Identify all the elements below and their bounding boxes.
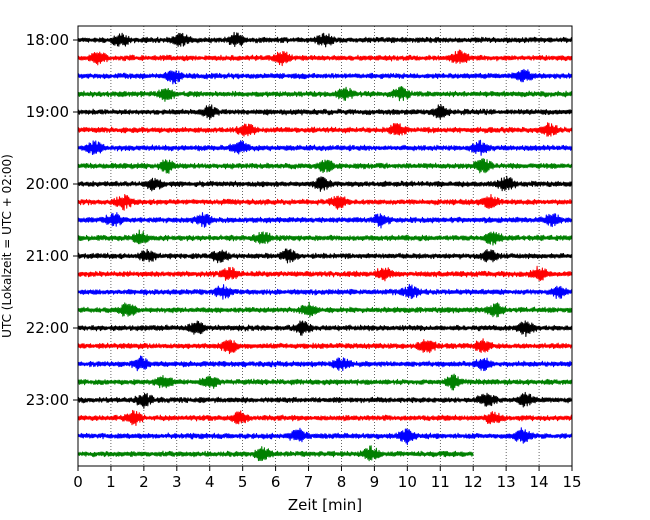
x-tick-label: 13 bbox=[497, 473, 516, 491]
x-tick-label: 15 bbox=[562, 473, 581, 491]
x-tick-label: 0 bbox=[73, 473, 83, 491]
trace-row-23 bbox=[77, 445, 474, 462]
trace-row-21 bbox=[77, 409, 573, 427]
y-tick-label: 21:00 bbox=[26, 247, 69, 265]
trace-row-6 bbox=[77, 139, 573, 156]
trace-row-2 bbox=[77, 68, 573, 85]
trace-row-20 bbox=[77, 391, 573, 409]
y-tick-label: 18:00 bbox=[26, 31, 69, 49]
trace-row-5 bbox=[77, 122, 573, 137]
x-tick-label: 1 bbox=[106, 473, 116, 491]
y-tick-label: 19:00 bbox=[26, 103, 69, 121]
x-tick-label: 11 bbox=[431, 473, 450, 491]
x-tick-label: 4 bbox=[205, 473, 215, 491]
trace-row-0 bbox=[77, 31, 573, 48]
x-tick-label: 7 bbox=[304, 473, 314, 491]
trace-layer bbox=[77, 31, 573, 462]
trace-row-17 bbox=[77, 338, 573, 355]
trace-row-12 bbox=[77, 248, 573, 264]
trace-row-1 bbox=[77, 49, 573, 67]
x-tick-label: 6 bbox=[271, 473, 281, 491]
x-tick-label: 3 bbox=[172, 473, 182, 491]
y-axis-label: UTC (Lokalzeit = UTC + 02:00) bbox=[0, 154, 14, 338]
trace-row-14 bbox=[77, 283, 573, 300]
trace-row-22 bbox=[77, 427, 573, 446]
trace-row-7 bbox=[77, 157, 573, 174]
trace-row-16 bbox=[77, 320, 573, 337]
plot-frame bbox=[77, 25, 573, 467]
trace-row-15 bbox=[77, 301, 573, 318]
y-tick-label: 23:00 bbox=[26, 391, 69, 409]
trace-row-4 bbox=[77, 104, 573, 120]
trace-row-13 bbox=[77, 265, 573, 282]
x-tick-label: 5 bbox=[238, 473, 248, 491]
x-tick-label: 12 bbox=[464, 473, 483, 491]
x-tick-label: 2 bbox=[139, 473, 149, 491]
trace-row-8 bbox=[77, 175, 573, 192]
trace-row-11 bbox=[77, 229, 573, 246]
x-tick-label: 10 bbox=[398, 473, 417, 491]
x-tick-label: 9 bbox=[370, 473, 380, 491]
grid-layer bbox=[110, 26, 540, 466]
trace-row-18 bbox=[77, 355, 573, 372]
x-tick-label: 14 bbox=[530, 473, 549, 491]
y-tick-label: 20:00 bbox=[26, 175, 69, 193]
x-tick-label: 8 bbox=[337, 473, 347, 491]
trace-row-19 bbox=[77, 373, 573, 391]
x-axis-label: Zeit [min] bbox=[288, 496, 362, 514]
y-tick-label: 22:00 bbox=[26, 319, 69, 337]
trace-row-10 bbox=[77, 212, 573, 229]
axis-layer: 0 1 2 3 4 5 6 7 8 9 10 11 12 13 14 1518:0019:0020:0021:… bbox=[26, 31, 582, 491]
trace-row-9 bbox=[77, 194, 573, 211]
trace-row-3 bbox=[77, 86, 573, 102]
